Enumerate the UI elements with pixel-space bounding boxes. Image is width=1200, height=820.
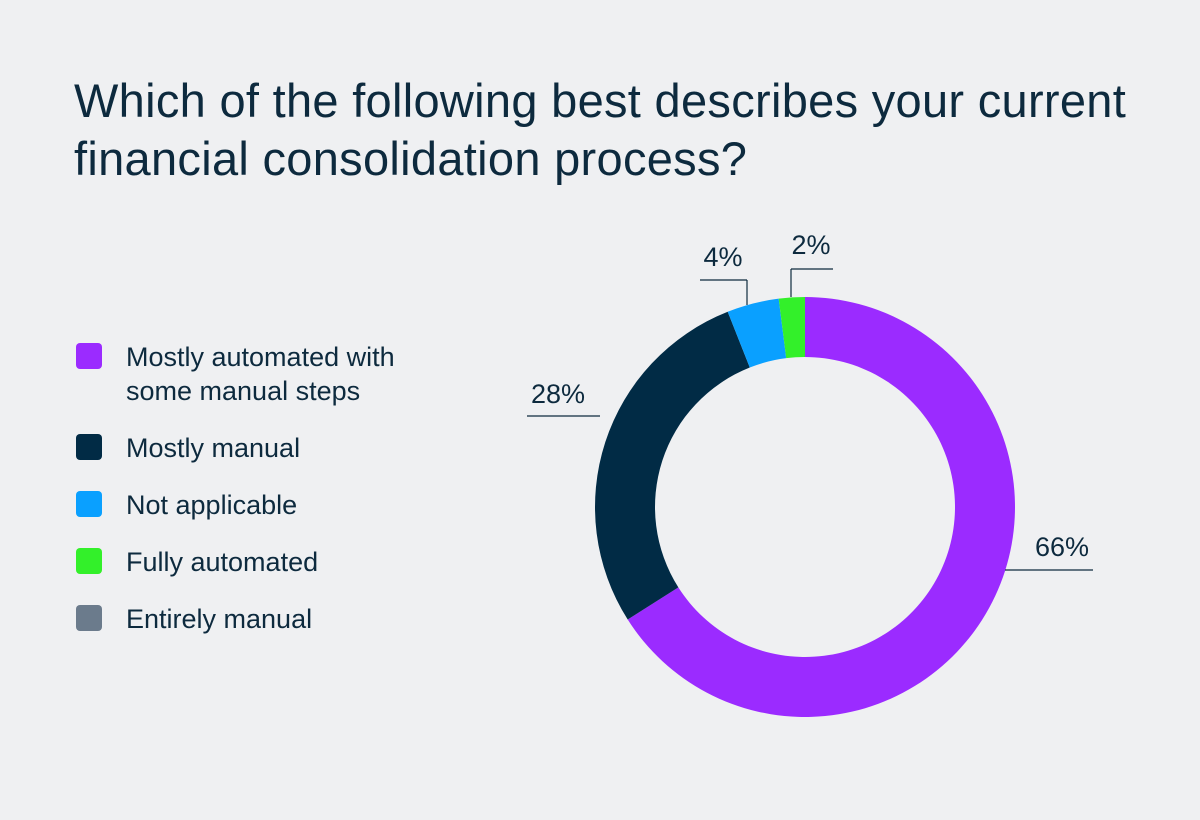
donut-slice xyxy=(727,298,787,368)
legend-label: Entirely manual xyxy=(126,604,313,634)
donut-slice xyxy=(595,311,750,620)
legend-item: Entirely manual xyxy=(76,602,476,636)
legend-item: Fully automated xyxy=(76,545,476,579)
legend-swatch xyxy=(76,491,102,517)
value-label: 66% xyxy=(1035,532,1089,562)
legend-label: Not applicable xyxy=(126,490,298,520)
donut-slice xyxy=(627,297,1015,718)
legend-label: Fully automated xyxy=(126,547,319,577)
legend-item: Mostly manual xyxy=(76,431,476,465)
value-label: 28% xyxy=(531,379,585,409)
value-label: 4% xyxy=(703,242,742,272)
donut-slice xyxy=(778,297,805,359)
legend-item: Not applicable xyxy=(76,488,476,522)
legend-label: Mostly manual xyxy=(126,433,301,463)
legend-swatch xyxy=(76,343,102,369)
legend-swatch xyxy=(76,548,102,574)
legend: Mostly automated with some manual steps M… xyxy=(76,340,476,659)
legend-item: Mostly automated with some manual steps xyxy=(76,340,476,408)
chart-title: Which of the following best describes yo… xyxy=(74,74,1127,185)
legend-label: Mostly automated with some manual steps xyxy=(126,342,395,406)
value-label: 2% xyxy=(791,230,830,260)
legend-swatch xyxy=(76,605,102,631)
legend-swatch xyxy=(76,434,102,460)
